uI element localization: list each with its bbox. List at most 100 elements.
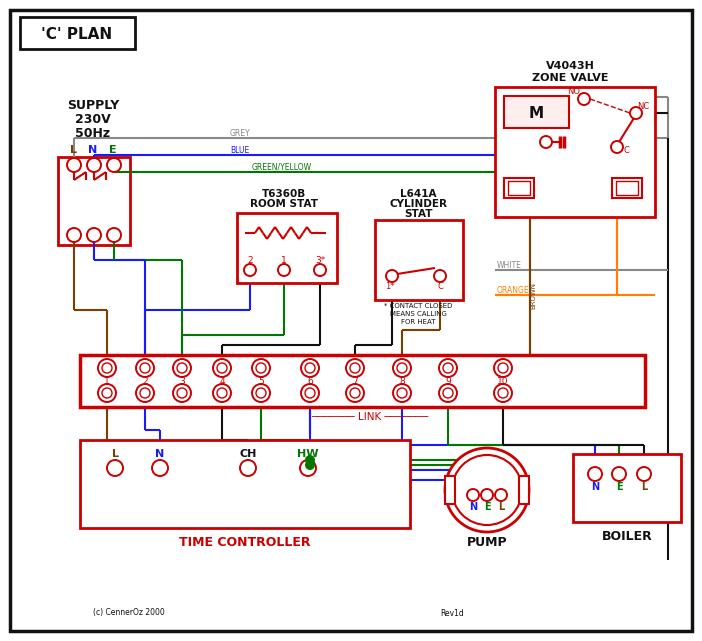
- Text: N: N: [155, 449, 165, 459]
- Circle shape: [300, 460, 316, 476]
- Circle shape: [306, 461, 314, 469]
- Text: BLUE: BLUE: [230, 146, 249, 154]
- Bar: [573, 454, 681, 522]
- Circle shape: [346, 384, 364, 402]
- Text: E: E: [616, 482, 622, 492]
- Circle shape: [240, 460, 256, 476]
- Text: E: E: [110, 145, 117, 155]
- Text: C: C: [623, 146, 629, 154]
- Text: L641A: L641A: [399, 189, 436, 199]
- Circle shape: [393, 384, 411, 402]
- Circle shape: [173, 359, 191, 377]
- Text: L: L: [69, 145, 77, 155]
- Text: T6360B: T6360B: [262, 189, 306, 199]
- Circle shape: [439, 384, 457, 402]
- Circle shape: [98, 359, 116, 377]
- Text: 230V: 230V: [75, 113, 111, 126]
- Circle shape: [152, 460, 168, 476]
- Text: 1*: 1*: [385, 281, 395, 290]
- Circle shape: [612, 467, 626, 481]
- Bar: [80, 355, 645, 407]
- Text: 3: 3: [179, 376, 185, 385]
- Circle shape: [136, 359, 154, 377]
- Circle shape: [107, 460, 123, 476]
- Circle shape: [611, 141, 623, 153]
- Text: 50Hz: 50Hz: [75, 126, 110, 140]
- Text: 10: 10: [497, 376, 509, 385]
- Text: PUMP: PUMP: [467, 535, 508, 549]
- Text: NC: NC: [637, 101, 649, 110]
- Text: 'C' PLAN: 'C' PLAN: [41, 26, 112, 42]
- Circle shape: [67, 158, 81, 172]
- Text: N: N: [469, 502, 477, 512]
- Text: (c) CennerOz 2000: (c) CennerOz 2000: [93, 608, 165, 617]
- Text: ORANGE: ORANGE: [497, 285, 529, 294]
- Bar: [612, 178, 642, 198]
- Text: ROOM STAT: ROOM STAT: [250, 199, 318, 209]
- Text: NO: NO: [567, 87, 581, 96]
- Circle shape: [213, 359, 231, 377]
- Bar: [508, 181, 530, 195]
- Circle shape: [67, 228, 81, 242]
- Text: Rev1d: Rev1d: [440, 608, 464, 617]
- Text: L: L: [641, 482, 647, 492]
- Text: E: E: [484, 502, 490, 512]
- Text: 2: 2: [143, 376, 148, 385]
- Circle shape: [637, 467, 651, 481]
- Circle shape: [301, 359, 319, 377]
- Text: WHITE: WHITE: [497, 260, 522, 269]
- Text: GREEN/YELLOW: GREEN/YELLOW: [252, 163, 312, 172]
- Bar: [237, 213, 337, 283]
- Text: ZONE VALVE: ZONE VALVE: [531, 73, 608, 83]
- Circle shape: [301, 384, 319, 402]
- Text: 7: 7: [352, 376, 358, 385]
- Circle shape: [252, 359, 270, 377]
- Text: 3*: 3*: [315, 256, 325, 265]
- Circle shape: [452, 455, 522, 525]
- Text: N: N: [88, 145, 98, 155]
- Text: * CONTACT CLOSED: * CONTACT CLOSED: [384, 303, 452, 309]
- Circle shape: [445, 448, 529, 532]
- Text: L: L: [112, 449, 119, 459]
- Circle shape: [252, 384, 270, 402]
- Circle shape: [306, 456, 314, 464]
- Bar: [616, 181, 638, 195]
- Bar: [375, 220, 463, 300]
- Circle shape: [439, 359, 457, 377]
- Text: N: N: [591, 482, 599, 492]
- Text: MEANS CALLING: MEANS CALLING: [390, 311, 446, 317]
- Circle shape: [136, 384, 154, 402]
- Text: 8: 8: [399, 376, 405, 385]
- Text: 4: 4: [219, 376, 225, 385]
- Text: L: L: [498, 502, 504, 512]
- Text: HW: HW: [297, 449, 319, 459]
- Circle shape: [278, 264, 290, 276]
- Text: M: M: [529, 106, 543, 121]
- Text: 6: 6: [307, 376, 313, 385]
- Circle shape: [540, 136, 552, 148]
- Circle shape: [107, 158, 121, 172]
- Circle shape: [393, 359, 411, 377]
- Text: 1: 1: [104, 376, 110, 385]
- Circle shape: [87, 158, 101, 172]
- Circle shape: [467, 489, 479, 501]
- Circle shape: [494, 359, 512, 377]
- Text: ─────── LINK ───────: ─────── LINK ───────: [312, 412, 429, 422]
- Text: FOR HEAT: FOR HEAT: [401, 319, 435, 325]
- Text: STAT: STAT: [404, 209, 432, 219]
- Bar: [445, 476, 455, 504]
- Bar: [504, 96, 569, 128]
- Circle shape: [434, 270, 446, 282]
- Circle shape: [346, 359, 364, 377]
- Text: 9: 9: [445, 376, 451, 385]
- Bar: [80, 440, 410, 528]
- Text: CH: CH: [239, 449, 257, 459]
- Text: BROWN: BROWN: [530, 281, 536, 308]
- Circle shape: [481, 489, 493, 501]
- Circle shape: [494, 384, 512, 402]
- Text: GREY: GREY: [230, 128, 251, 138]
- Circle shape: [98, 384, 116, 402]
- Bar: [20, 17, 135, 49]
- Text: 5: 5: [258, 376, 264, 385]
- Text: TIME CONTROLLER: TIME CONTROLLER: [179, 535, 311, 549]
